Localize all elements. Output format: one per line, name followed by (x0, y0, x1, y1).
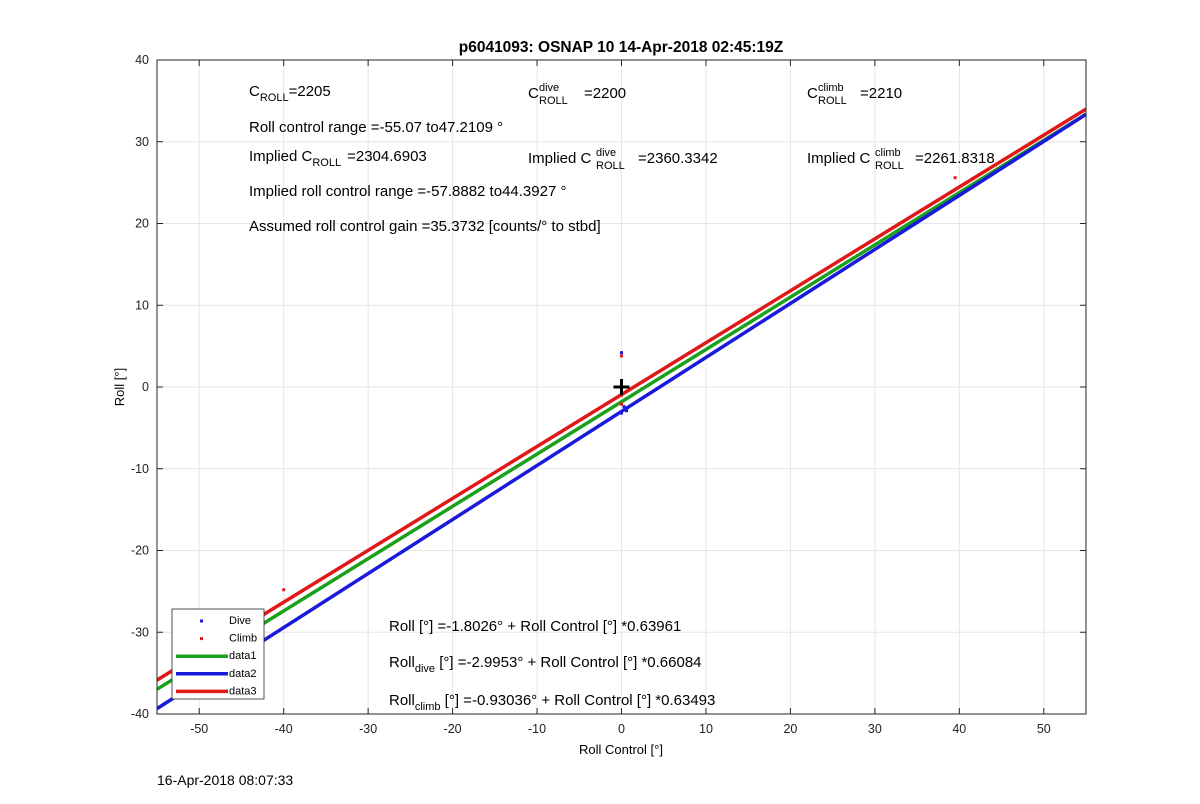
annotation-roll-range: Roll control range =-55.07 to47.2109 ° (249, 119, 503, 136)
x-tick-label: -30 (359, 722, 377, 736)
svg-text:=2200: =2200 (584, 85, 626, 102)
svg-text:C: C (528, 85, 539, 102)
legend-box (171, 608, 265, 700)
y-tick-label: 30 (135, 135, 149, 149)
series-line-data2 (157, 112, 1086, 711)
legend: Dive Climb data1 data2 data3 (171, 608, 265, 700)
svg-text:ROLL: ROLL (539, 95, 568, 107)
svg-text:Implied C: Implied C (807, 150, 871, 167)
svg-text:=2210: =2210 (860, 85, 902, 102)
svg-text:dive: dive (596, 147, 616, 159)
legend-swatch-climb (200, 637, 203, 641)
svg-text:=2261.8318: =2261.8318 (915, 150, 995, 167)
svg-text:ROLL: ROLL (596, 160, 625, 172)
annotation-c-dive: C dive ROLL =2200 (528, 82, 626, 107)
y-tick-label: 40 (135, 53, 149, 67)
x-axis-label: Roll Control [°] (579, 742, 663, 757)
svg-text:ROLL: ROLL (818, 95, 847, 107)
x-tick-label: -10 (528, 722, 546, 736)
svg-text:C: C (807, 85, 818, 102)
legend-label: Climb (229, 633, 257, 645)
x-axis-ticks: -50 -40 -30 -20 -10 0 10 20 30 40 50 (190, 60, 1051, 736)
x-tick-label: -50 (190, 722, 208, 736)
legend-label: data1 (229, 650, 257, 662)
annotation-implied-c-roll: Implied CROLL =2304.6903 (249, 148, 427, 169)
x-tick-label: -40 (275, 722, 293, 736)
y-tick-label: 20 (135, 217, 149, 231)
y-axis-label: Roll [°] (112, 368, 127, 406)
data-points (282, 176, 957, 592)
legend-label: Dive (229, 615, 251, 627)
x-tick-label: 0 (618, 722, 625, 736)
legend-swatch-dive (200, 619, 203, 623)
y-tick-label: 0 (142, 380, 149, 394)
x-tick-label: 40 (952, 722, 966, 736)
data-point-climb (282, 588, 286, 592)
y-tick-label: -10 (131, 462, 149, 476)
annotation-fit-all: Roll [°] =-1.8026° + Roll Control [°] *0… (389, 618, 681, 635)
svg-text:Implied C: Implied C (528, 150, 592, 167)
x-tick-label: -20 (444, 722, 462, 736)
data-point-climb (953, 176, 957, 180)
annotation-gain: Assumed roll control gain =35.3732 [coun… (249, 218, 601, 235)
annotation-fit-climb: Rollclimb [°] =-0.93036° + Roll Control … (389, 692, 715, 713)
annotation-c-climb: C climb ROLL =2210 (807, 82, 902, 107)
data-point-dive (622, 405, 626, 409)
y-tick-label: 10 (135, 298, 149, 312)
annotation-implied-c-dive: Implied C dive ROLL =2360.3342 (528, 147, 718, 172)
legend-label: data2 (229, 668, 257, 680)
x-tick-label: 20 (783, 722, 797, 736)
data-point-dive (625, 409, 629, 413)
data-point-dive (620, 351, 623, 355)
x-tick-label: 10 (699, 722, 713, 736)
svg-text:climb: climb (818, 82, 844, 94)
axes-box (156, 59, 1087, 715)
data-point-climb (620, 393, 623, 397)
series-line-data1 (157, 112, 1086, 691)
y-tick-label: -30 (131, 625, 149, 639)
x-tick-label: 30 (868, 722, 882, 736)
origin-marker (613, 379, 630, 395)
data-point-dive (620, 411, 623, 415)
annotation-implied-c-climb: Implied C climb ROLL =2261.8318 (807, 147, 995, 172)
svg-text:climb: climb (875, 147, 901, 159)
y-axis-ticks: -40 -30 -20 -10 0 10 20 30 40 (131, 53, 1086, 721)
svg-text:=2360.3342: =2360.3342 (638, 150, 718, 167)
y-tick-label: -20 (131, 544, 149, 558)
legend-label: data3 (229, 685, 257, 697)
svg-text:ROLL: ROLL (875, 160, 904, 172)
x-tick-label: 50 (1037, 722, 1051, 736)
y-tick-label: -40 (131, 707, 149, 721)
data-point-climb (620, 354, 623, 358)
annotation-implied-range: Implied roll control range =-57.8882 to4… (249, 183, 566, 200)
data-point-climb (620, 402, 623, 406)
chart-title: p6041093: OSNAP 10 14-Apr-2018 02:45:19Z (459, 39, 784, 56)
print-timestamp: 16-Apr-2018 08:07:33 (157, 772, 294, 788)
annotation-c-roll: CROLL=2205 (249, 83, 331, 104)
svg-text:dive: dive (539, 82, 559, 94)
annotation-fit-dive: Rolldive [°] =-2.9953° + Roll Control [°… (389, 654, 702, 675)
